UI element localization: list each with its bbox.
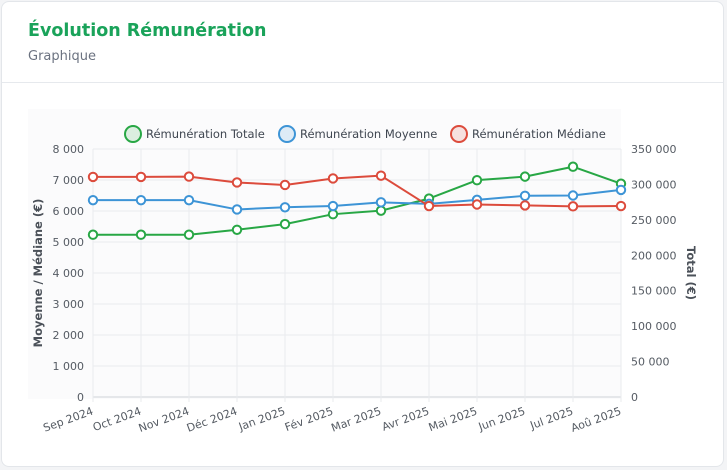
y-right-tick-label: 100 000: [631, 320, 677, 333]
legend-marker: [450, 125, 468, 143]
x-tick-label: Aoû 2025: [569, 405, 623, 435]
data-point: [135, 229, 147, 240]
y-left-tick-label: 5 000: [53, 236, 85, 249]
y-right-tick-label: 250 000: [631, 214, 677, 227]
data-point: [615, 200, 627, 212]
series-line: [93, 165, 622, 236]
data-point: [423, 200, 435, 212]
y-right-tick-label: 50 000: [631, 356, 670, 369]
series-line: [93, 174, 622, 208]
y-left-tick-label: 2 000: [53, 329, 85, 342]
data-point: [327, 208, 339, 220]
data-point: [135, 194, 147, 206]
data-point: [567, 190, 579, 201]
y-left-tick-label: 8 000: [53, 143, 85, 156]
data-point: [87, 229, 99, 240]
data-point: [375, 205, 387, 216]
line-chart: 0 1 000 2 000 3 000 4 000 5 000 6 000 7 000 8 00…: [28, 109, 698, 435]
data-point: [183, 229, 195, 240]
data-point: [471, 199, 483, 210]
y-right-tick-label: 0: [631, 391, 638, 404]
legend-label: Rémunération Moyenne: [300, 127, 437, 141]
data-point: [519, 171, 531, 182]
data-point: [519, 190, 531, 202]
data-point: [183, 171, 195, 182]
x-tick-label: Mar 2025: [329, 405, 383, 435]
data-point: [279, 179, 291, 191]
y-right-axis-title: Total (€): [684, 246, 698, 300]
data-point: [87, 171, 99, 183]
chart-area: 0 1 000 2 000 3 000 4 000 5 000 6 000 7 000 8 00…: [2, 83, 723, 466]
data-point: [279, 202, 291, 213]
data-point: [519, 200, 531, 211]
data-point: [327, 200, 339, 212]
legend-marker: [278, 125, 296, 143]
x-tick-label: Jul 2025: [528, 405, 575, 433]
data-point: [183, 194, 195, 206]
y-left-axis-title: Moyenne / Médiane (€): [31, 199, 45, 348]
data-point: [231, 204, 243, 215]
legend-marker: [124, 125, 142, 143]
y-right-tick-label: 300 000: [631, 178, 677, 191]
data-point: [567, 201, 579, 212]
data-point: [471, 174, 483, 186]
y-left-tick-label: 4 000: [53, 267, 85, 280]
x-tick-label: Nov 2024: [137, 405, 191, 435]
x-tick-label: Sep 2024: [41, 405, 95, 435]
data-point: [231, 224, 243, 235]
x-tick-label: Jan 2025: [236, 405, 287, 434]
series-line: [93, 188, 622, 211]
data-point: [567, 161, 579, 172]
x-tick-label: Fév 2025: [283, 405, 335, 434]
y-left-tick-label: 1 000: [53, 360, 85, 373]
y-right-tick-label: 350 000: [631, 143, 677, 156]
x-tick-label: Déc 2024: [185, 405, 239, 435]
data-point: [135, 171, 147, 183]
chart-subtitle: Graphique: [28, 49, 96, 64]
card-header: Évolution Rémunération Graphique: [2, 2, 723, 83]
legend-label: Rémunération Médiane: [472, 127, 606, 141]
x-tick-label: Mai 2025: [427, 405, 479, 435]
data-point: [327, 173, 339, 184]
data-point: [375, 197, 387, 208]
y-left-tick-label: 3 000: [53, 298, 85, 311]
x-tick-label: Avr 2025: [380, 405, 431, 434]
x-tick-label: Jun 2025: [476, 405, 527, 434]
y-left-tick-label: 0: [77, 391, 84, 404]
y-right-tick-label: 150 000: [631, 285, 677, 298]
data-point: [375, 170, 387, 181]
x-tick-label: Oct 2024: [91, 405, 143, 434]
data-point: [279, 218, 291, 230]
y-right-tick-label: 200 000: [631, 249, 677, 262]
data-point: [231, 177, 243, 188]
chart-title: Évolution Rémunération: [28, 21, 267, 41]
y-left-tick-label: 7 000: [53, 174, 85, 187]
plot-background: [28, 109, 621, 399]
legend-label: Rémunération Totale: [146, 127, 265, 141]
y-left-tick-label: 6 000: [53, 205, 85, 218]
data-point: [87, 194, 99, 206]
data-point: [615, 184, 627, 196]
